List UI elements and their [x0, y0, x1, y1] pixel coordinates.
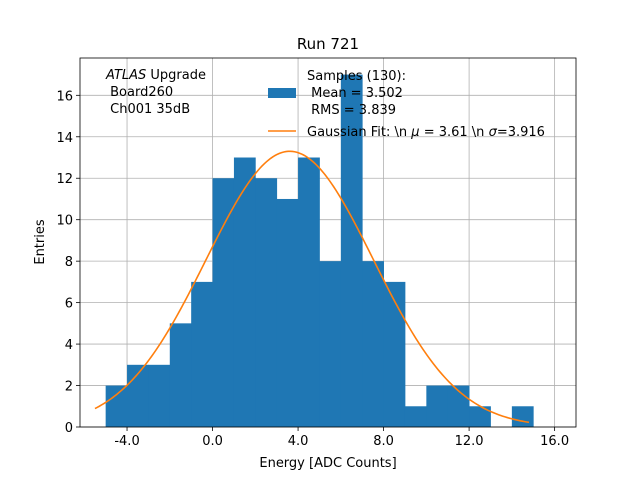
- y-tick-label: 0: [65, 421, 73, 436]
- annotation-line-3: Ch001 35dB: [106, 102, 190, 117]
- y-tick-label: 16: [56, 89, 73, 104]
- histogram-bar: [276, 198, 299, 427]
- plot-frame: [79, 57, 577, 428]
- legend-label-hist-1: Samples (130):: [307, 69, 406, 84]
- x-tick-label: -4.0: [114, 434, 139, 449]
- fit-layer: [94, 150, 530, 424]
- y-tick-label: 2: [65, 380, 73, 395]
- legend: Samples (130): Mean = 3.502 RMS = 3.839 …: [268, 69, 545, 140]
- legend-fit-sigma: σ: [489, 125, 498, 140]
- y-tick-label: 4: [65, 338, 73, 353]
- histogram-bars: [105, 74, 534, 428]
- histogram-bar: [255, 178, 278, 427]
- x-tick-label: 12.0: [455, 434, 484, 449]
- histogram-bar: [469, 406, 491, 427]
- legend-label-hist-3: RMS = 3.839: [307, 103, 396, 118]
- histogram-bar: [511, 406, 534, 427]
- annotation-line-1: ATLAS Upgrade: [105, 68, 206, 83]
- legend-label-fit: Gaussian Fit: \n μ = 3.61 \n σ=3.916: [307, 125, 545, 140]
- chart-title: Run 721: [297, 35, 359, 53]
- x-tick-label: 8.0: [373, 434, 394, 449]
- histogram-bar: [298, 157, 320, 427]
- legend-fit-mid: = 3.61 \n: [420, 125, 489, 140]
- atlas-annotation: ATLAS Upgrade Board260 Ch001 35dB: [105, 68, 206, 117]
- x-axis-label: Energy [ADC Counts]: [259, 456, 396, 471]
- histogram-bar: [383, 281, 406, 427]
- histogram-bar: [148, 364, 171, 427]
- histogram-bar: [319, 261, 342, 427]
- histogram-bar: [233, 157, 256, 427]
- x-tick-label: 0.0: [202, 434, 223, 449]
- histogram-bar: [426, 385, 449, 427]
- x-axis-ticks: -4.0 0.0 4.0 8.0 12.0 16.0: [114, 427, 569, 449]
- legend-fit-mu: μ: [410, 125, 419, 140]
- histogram-bar: [191, 281, 213, 427]
- x-tick-label: 16.0: [540, 434, 569, 449]
- histogram-bar: [169, 323, 192, 427]
- y-axis-ticks: 0 2 4 6 8 10 12 14 16: [56, 89, 80, 436]
- histogram-bar: [212, 178, 235, 427]
- histogram-bar: [105, 385, 128, 427]
- histogram-bar: [362, 261, 384, 427]
- y-tick-label: 14: [56, 131, 73, 146]
- y-tick-label: 8: [65, 255, 73, 270]
- legend-fit-post: =3.916: [497, 125, 545, 140]
- y-tick-label: 10: [56, 214, 73, 229]
- y-axis-label: Entries: [33, 219, 48, 265]
- annotation-line-2: Board260: [106, 85, 173, 100]
- legend-swatch-histogram: [268, 88, 296, 98]
- y-tick-label: 6: [65, 297, 73, 312]
- annotation-upgrade: Upgrade: [146, 68, 206, 83]
- histogram-bar: [340, 74, 363, 428]
- histogram-bar: [404, 406, 427, 427]
- x-tick-label: 4.0: [288, 434, 309, 449]
- y-tick-label: 12: [56, 172, 73, 187]
- gaussian-fit-line: [94, 150, 530, 424]
- annotation-atlas: ATLAS: [105, 68, 146, 83]
- legend-fit-pre: Gaussian Fit: \n: [307, 125, 411, 140]
- legend-label-hist-2: Mean = 3.502: [307, 86, 403, 101]
